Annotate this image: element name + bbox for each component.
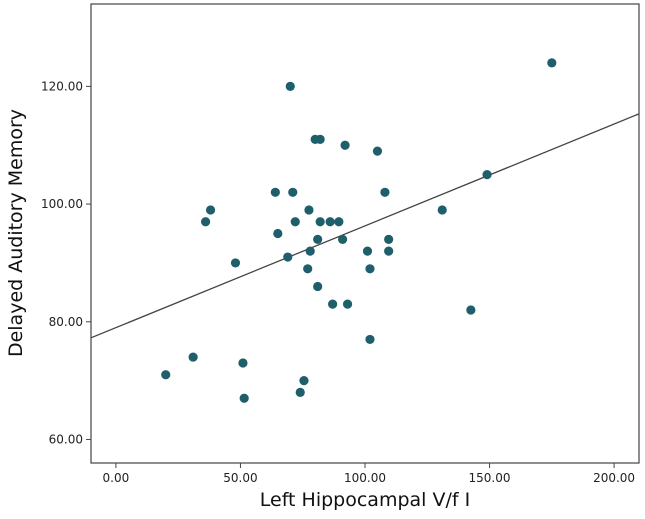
data-point xyxy=(365,334,375,345)
y-tick-label: 60.00 xyxy=(49,432,83,446)
data-point xyxy=(270,187,280,197)
data-point xyxy=(372,146,383,156)
data-point xyxy=(230,258,241,268)
y-tick-label: 120.00 xyxy=(41,79,83,93)
data-point xyxy=(380,187,390,197)
data-point xyxy=(305,246,315,256)
data-point xyxy=(200,217,211,227)
data-point xyxy=(437,205,447,215)
data-point xyxy=(313,281,323,292)
data-point xyxy=(303,264,313,274)
fit-line xyxy=(90,113,640,339)
data-point xyxy=(547,58,557,68)
data-points xyxy=(161,58,557,403)
y-tick-label: 100.00 xyxy=(41,197,83,211)
data-point xyxy=(482,170,492,180)
data-point xyxy=(313,234,323,244)
data-point xyxy=(362,246,373,256)
y-axis-title: Delayed Auditory Memory xyxy=(5,109,27,357)
data-point xyxy=(188,352,198,362)
data-point xyxy=(325,217,335,227)
x-tick-label: 100.00 xyxy=(344,471,386,485)
data-point xyxy=(315,134,325,144)
y-axis: 60.00 80.00 100.00 120.00 xyxy=(41,79,91,446)
plot-frame xyxy=(90,3,640,464)
x-axis: 0.00 50.00 100.00 150.00 200.00 xyxy=(103,463,635,485)
data-point xyxy=(239,393,249,403)
x-tick-label: 50.00 xyxy=(223,471,257,485)
data-point xyxy=(342,299,353,309)
x-tick-label: 200.00 xyxy=(593,471,635,485)
data-point xyxy=(315,217,325,227)
x-tick-label: 0.00 xyxy=(103,471,130,485)
data-point xyxy=(283,252,293,262)
data-point xyxy=(238,358,248,368)
data-point xyxy=(295,387,305,397)
data-point xyxy=(205,205,216,215)
data-point xyxy=(365,264,375,274)
data-point xyxy=(328,299,338,309)
data-point xyxy=(273,228,283,239)
data-point xyxy=(384,246,394,256)
data-point xyxy=(340,140,350,150)
y-tick-label: 80.00 xyxy=(49,315,83,329)
data-point xyxy=(161,370,171,380)
data-point xyxy=(334,217,344,227)
data-point xyxy=(290,217,300,227)
data-point xyxy=(288,187,298,197)
x-tick-label: 150.00 xyxy=(469,471,511,485)
data-point xyxy=(304,205,314,215)
data-point xyxy=(299,376,309,386)
data-point xyxy=(285,81,295,91)
fit-line-group xyxy=(90,113,640,339)
x-axis-title: Left Hippocampal V/f I xyxy=(260,489,470,511)
data-point xyxy=(466,305,476,315)
data-point xyxy=(384,234,394,244)
data-point xyxy=(337,234,348,244)
